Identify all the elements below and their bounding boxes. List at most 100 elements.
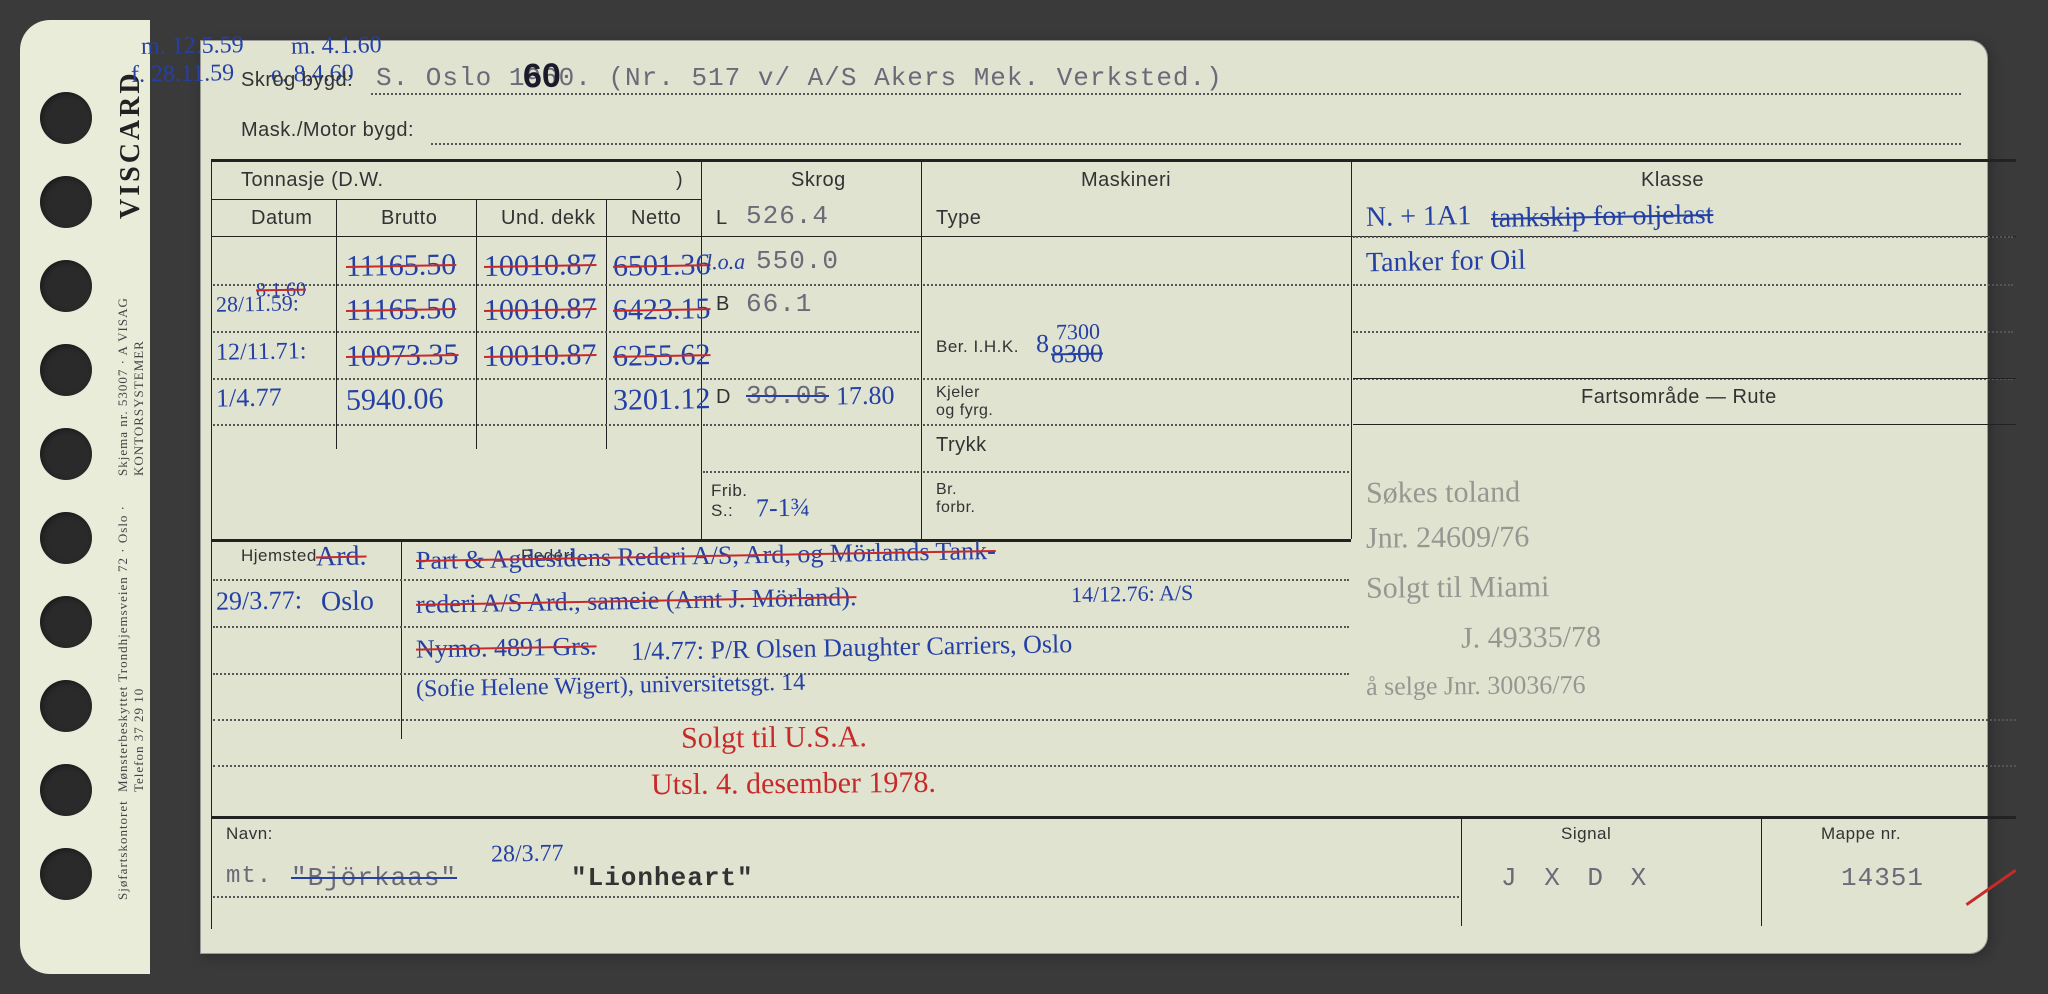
rule [476,199,477,449]
red-note-1: Solgt til U.S.A. [681,720,867,756]
note-f: f. 28.11.59 [131,60,235,89]
navn-prefix: mt. [226,863,272,890]
klasse-l1a: N. + 1A1 [1366,200,1472,234]
r2-und: 10010.87 [484,292,597,328]
hjemsted-label: Hjemsted [241,546,317,566]
r2-netto: 6423.15 [613,292,711,328]
tonnasje-close: ) [676,169,683,192]
rule [703,424,919,426]
punch-hole [40,596,92,648]
rule [1353,331,2013,333]
punch-hole [40,344,92,396]
rule [923,471,1349,473]
rule [606,199,607,449]
punch-hole [40,764,92,816]
side-line-3: Sjøfartskontoret [115,800,150,900]
D-struck: 39.05 [746,381,829,411]
rule [1461,816,1462,926]
navn-date: 28/3.77 [491,840,564,868]
rule [703,471,919,473]
rule [401,539,402,739]
side-line-1: Skjema nr. 53007 · A VISAG KONTORSYSTEME… [115,227,150,476]
tonnasje-label: Tonnasje (D.W. [241,169,384,192]
rule [213,719,2016,721]
rederi-l2-date: 14/12.76: A/S [1071,580,1194,608]
skrog-bygd-label: Skrog bygd: [241,69,353,92]
red-mark [1966,869,2017,906]
r1-brutto: 11165.50 [346,248,457,284]
r2-datum-a: 8.1.60 [256,279,306,303]
mappe-label: Mappe nr. [1821,824,1901,844]
skrog-year-overwrite: 60 [523,57,562,97]
r1-und: 10010.87 [484,248,597,284]
rule [703,331,919,333]
rule [1353,284,2013,286]
r3-datum: 12/11.71: [216,338,307,367]
brforbr-label: Br. forbr. [936,481,975,517]
punch-hole [40,260,92,312]
brand: VISCARD [115,70,150,219]
note-m1: m. 12.5.59 [141,32,244,61]
rule [213,765,2016,767]
B-val: 66.1 [746,289,812,319]
D-val: 17.80 [836,380,895,411]
rule [213,378,699,380]
ber-struck: 8300 [1051,339,1104,370]
r3-brutto: 10973.35 [346,338,459,374]
rederi-l3a: Nymo. 4891 Grs. [416,631,597,664]
rule [1353,424,2016,425]
rule [703,284,919,286]
brutto-label: Brutto [381,207,437,230]
hj-struck: Ard. [316,541,367,574]
r4-brutto: 5940.06 [346,382,444,418]
loa-val: 550.0 [756,246,839,276]
ber-label: Ber. I.H.K. [936,337,1019,357]
card-body: m. 12.5.59 m. 4.1.60 f. 28.11.59 e. 8.4.… [200,40,1988,954]
punch-hole [40,848,92,900]
r3-und: 10010.87 [484,338,597,374]
datum-label: Datum [251,207,312,230]
maskineri-label: Maskineri [1081,169,1171,192]
punch-hole [40,680,92,732]
r1-netto: 6501.36 [613,248,711,284]
navn-label: Navn: [226,824,273,844]
L-label: L [716,207,728,230]
frib-val: 7-1¾ [756,493,811,524]
rederi-l4: (Sofie Helene Wigert), universitetsgt. 1… [416,670,806,704]
punch-hole [40,512,92,564]
index-card: Sjøfartskontoret Mønsterbeskyttet Trondh… [20,20,2028,974]
punch-hole [40,428,92,480]
rule [923,378,1349,380]
hj-val: Oslo [321,586,374,619]
signal-label: Signal [1561,824,1611,844]
mappe-val: 14351 [1841,863,1924,893]
frib-label: Frib. S.: [711,481,748,521]
rule [923,424,1349,426]
r4-netto: 3201.12 [613,382,711,418]
rule [1761,816,1762,926]
navn-val: "Lionheart" [571,863,754,893]
klasse-label: Klasse [1641,169,1704,192]
B-label: B [716,293,730,316]
rule [431,143,1961,145]
type-label: Type [936,207,981,230]
punch-hole [40,176,92,228]
pencil-3: Solgt til Miami [1366,570,1550,606]
rule [213,626,1349,628]
D-label: D [716,386,731,409]
rule [213,424,699,426]
rule [211,159,212,929]
pencil-4: J. 49335/78 [1461,620,1601,655]
r3-netto: 6255.62 [613,338,711,374]
farts-label: Fartsområde — Rute [1581,386,1777,409]
ber-over: 8 [1036,329,1050,359]
rule [336,199,337,449]
pencil-5: å selge Jnr. 30036/76 [1366,670,1586,702]
mask-bygd-label: Mask./Motor bygd: [241,119,414,142]
kjeler-label: Kjeler og fyrg. [936,384,993,420]
skrog-bygd-value: S. Oslo 1960. (Nr. 517 v/ A/S Akers Mek.… [376,63,1223,93]
pencil-1: Søkes toland [1366,475,1520,510]
rule [371,93,1961,95]
rule [923,284,1349,286]
rule [211,816,2016,819]
